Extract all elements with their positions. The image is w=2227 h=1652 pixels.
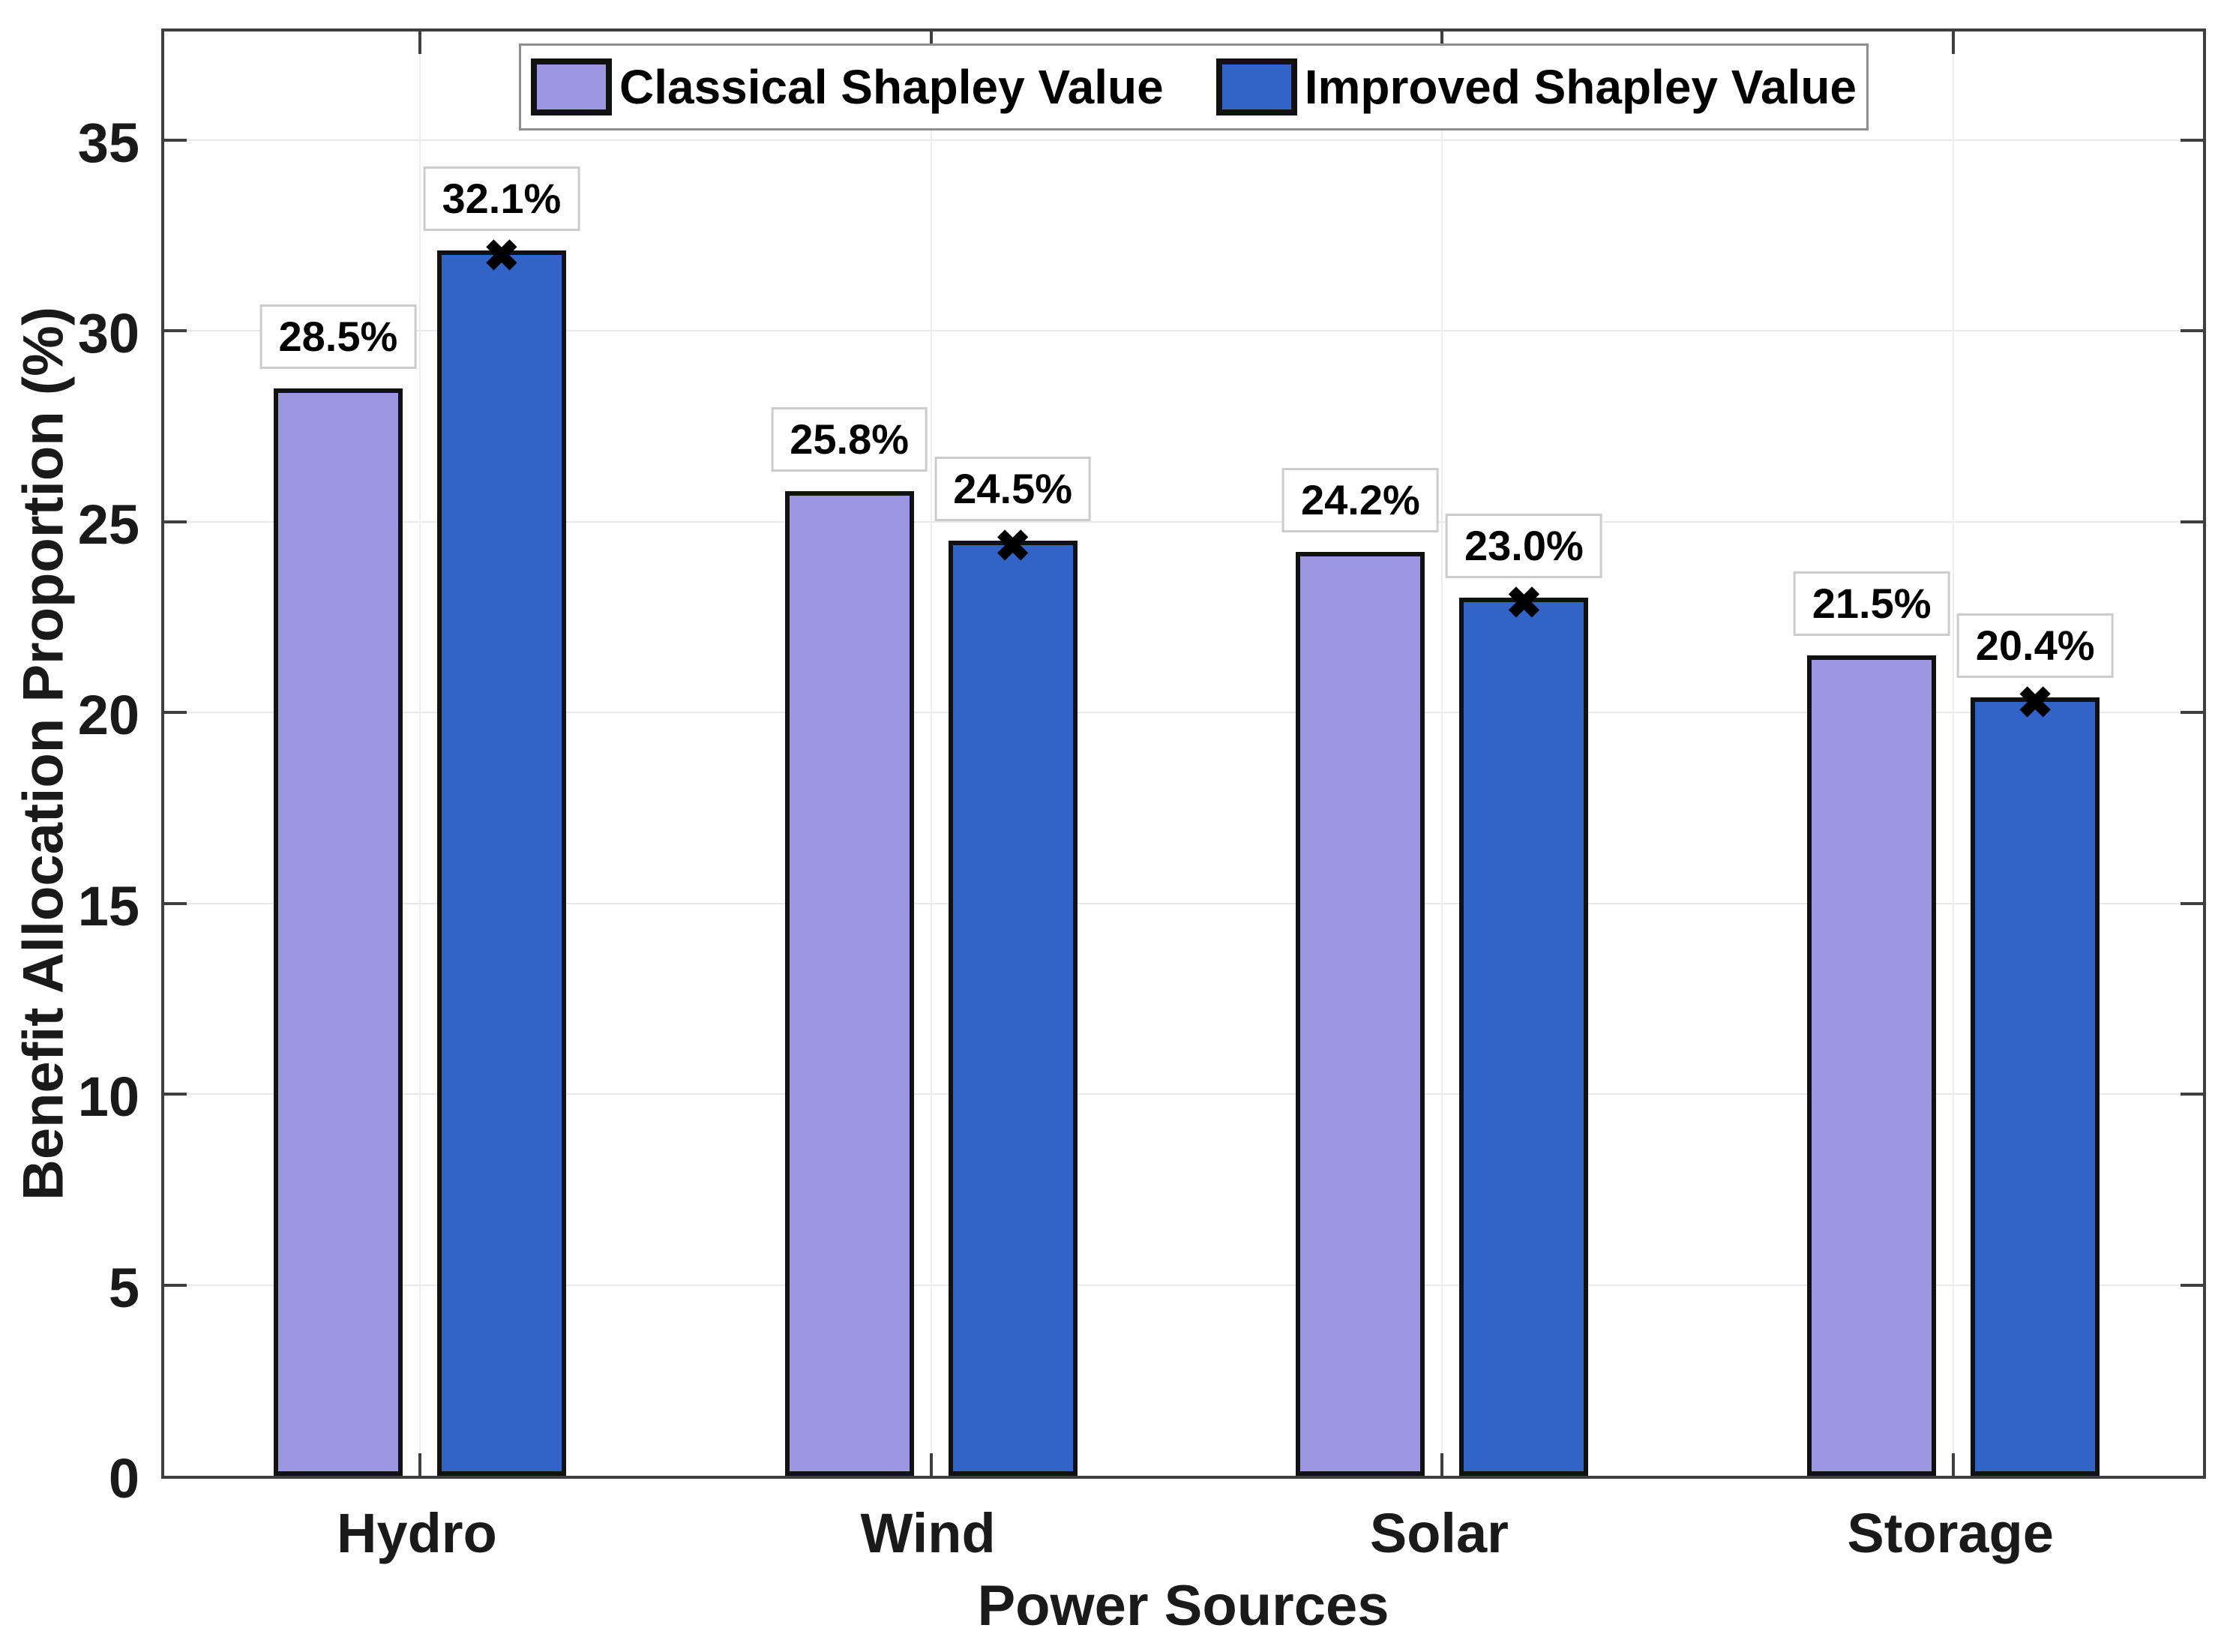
y-tick-left bbox=[164, 1093, 187, 1096]
y-tick-right bbox=[2181, 711, 2203, 715]
y-tick-right bbox=[2181, 1283, 2203, 1287]
gridline-horizontal bbox=[164, 1093, 2203, 1096]
y-tick-right bbox=[2181, 138, 2203, 142]
gridline-vertical bbox=[930, 31, 932, 1476]
bar-classical-wind bbox=[784, 490, 914, 1476]
y-tick-right bbox=[2181, 901, 2203, 905]
value-label: 24.2% bbox=[1281, 468, 1439, 533]
y-tick-label: 0 bbox=[108, 1447, 139, 1510]
legend-label-classical: Classical Shapley Value bbox=[619, 60, 1164, 114]
y-tick-left bbox=[164, 138, 187, 142]
y-tick-right bbox=[2181, 329, 2203, 333]
y-tick-right bbox=[2181, 1093, 2203, 1096]
y-tick-left bbox=[164, 1283, 187, 1287]
x-tick-bottom bbox=[418, 1453, 421, 1476]
value-label: 25.8% bbox=[771, 406, 928, 472]
y-tick-label: 35 bbox=[77, 111, 139, 174]
gridline-horizontal bbox=[164, 1284, 2203, 1286]
bar-improved-storage bbox=[1971, 697, 2100, 1476]
y-tick-left bbox=[164, 901, 187, 905]
y-tick-label: 25 bbox=[77, 493, 139, 556]
value-label: 20.4% bbox=[1956, 613, 2114, 678]
gridline-vertical bbox=[1953, 31, 1955, 1476]
bar-improved-wind bbox=[948, 541, 1078, 1476]
x-tick-top bbox=[1952, 31, 1956, 54]
y-tick-label: 15 bbox=[77, 874, 139, 937]
x-tick-label: Hydro bbox=[336, 1502, 497, 1564]
x-tick-top bbox=[418, 31, 421, 54]
value-label: 28.5% bbox=[259, 304, 417, 369]
x-marker-icon: ✖ bbox=[2016, 678, 2054, 727]
plot-area: 28.5% 32.1% ✖ 25.8% 24.5% ✖ 24.2% 23.0% ✖ 21.5% 20… bbox=[161, 28, 2206, 1479]
x-tick-bottom bbox=[929, 1453, 933, 1476]
legend: Classical Shapley Value Improved Shapley… bbox=[519, 43, 1869, 130]
x-tick-label: Wind bbox=[860, 1502, 996, 1564]
x-axis-title: Power Sources bbox=[977, 1574, 1389, 1638]
y-tick-label: 30 bbox=[77, 302, 139, 365]
y-tick-label: 10 bbox=[77, 1066, 139, 1129]
x-marker-icon: ✖ bbox=[1506, 579, 1542, 628]
gridline-vertical bbox=[418, 31, 421, 1476]
bar-classical-storage bbox=[1807, 655, 1937, 1476]
bar-improved-solar bbox=[1459, 598, 1589, 1476]
gridline-horizontal bbox=[164, 902, 2203, 904]
bar-classical-solar bbox=[1296, 552, 1425, 1476]
bar-improved-hydro bbox=[436, 250, 566, 1476]
x-tick-bottom bbox=[1440, 1453, 1444, 1476]
y-tick-right bbox=[2181, 520, 2203, 523]
legend-label-improved: Improved Shapley Value bbox=[1304, 60, 1857, 114]
value-label: 23.0% bbox=[1445, 514, 1602, 579]
value-label: 24.5% bbox=[934, 457, 1092, 522]
gridline-vertical bbox=[1441, 31, 1443, 1476]
value-label: 21.5% bbox=[1793, 571, 1950, 636]
value-label: 32.1% bbox=[423, 166, 580, 232]
gridline-horizontal bbox=[164, 330, 2203, 332]
x-marker-icon: ✖ bbox=[994, 522, 1031, 571]
gridline-horizontal bbox=[164, 520, 2203, 523]
y-axis-title: Benefit Allocation Proportion (%) bbox=[11, 306, 76, 1201]
gridline-horizontal bbox=[164, 139, 2203, 141]
x-tick-label: Solar bbox=[1369, 1502, 1509, 1564]
y-tick-left bbox=[164, 329, 187, 333]
y-tick-label: 5 bbox=[108, 1256, 139, 1319]
x-tick-top bbox=[929, 31, 933, 54]
x-tick-label: Storage bbox=[1847, 1502, 2054, 1564]
legend-swatch-improved bbox=[1215, 58, 1297, 115]
y-tick-label: 20 bbox=[77, 684, 139, 747]
y-tick-left bbox=[164, 711, 187, 715]
legend-swatch-classical bbox=[530, 58, 612, 115]
x-marker-icon: ✖ bbox=[483, 232, 520, 281]
y-tick-left bbox=[164, 520, 187, 523]
x-tick-bottom bbox=[1952, 1453, 1956, 1476]
bar-classical-hydro bbox=[273, 388, 403, 1476]
x-tick-top bbox=[1440, 31, 1444, 54]
gridline-horizontal bbox=[164, 712, 2203, 714]
